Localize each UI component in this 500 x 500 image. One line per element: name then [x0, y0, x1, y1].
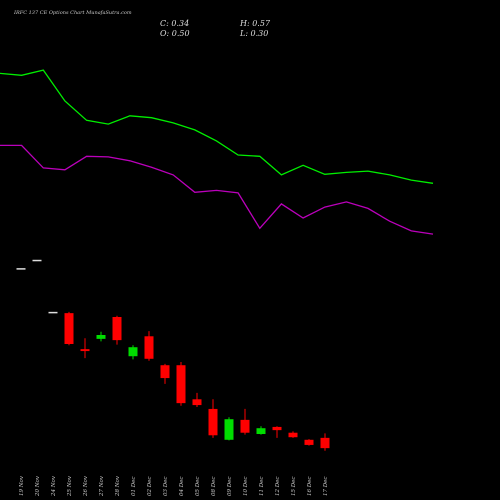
x-tick-label: 03 Dec	[163, 477, 169, 497]
candle-body	[176, 365, 186, 404]
x-tick-label: 27 Nov	[99, 475, 105, 497]
x-tick-label: 04 Dec	[179, 477, 185, 497]
x-tick-label: 10 Dec	[243, 477, 249, 497]
x-tick-label: 01 Dec	[131, 477, 137, 497]
x-tick-label: 16 Dec	[307, 477, 313, 497]
candle-body	[160, 365, 170, 379]
candle-body	[208, 408, 218, 436]
candle-body	[128, 347, 138, 357]
candle-body	[144, 336, 154, 359]
x-tick-label: 28 Nov	[115, 475, 121, 497]
open-info: O: 0.50	[160, 29, 190, 38]
x-tick-label: 09 Dec	[227, 477, 233, 497]
candle-body	[272, 426, 282, 431]
moving-average-line	[0, 144, 434, 235]
x-tick-label: 15 Dec	[291, 477, 297, 497]
x-tick-label: 02 Dec	[147, 477, 153, 497]
candle-body	[112, 317, 122, 341]
candle-body	[48, 311, 58, 314]
x-tick-label: 12 Dec	[275, 477, 281, 497]
candle-body	[240, 419, 250, 433]
candle-body	[288, 432, 298, 438]
x-tick-label: 08 Dec	[211, 477, 217, 497]
x-tick-label: 05 Dec	[195, 477, 201, 497]
x-tick-label: 11 Dec	[259, 477, 265, 497]
x-tick-label: 20 Nov	[35, 475, 41, 497]
candle-body	[16, 268, 26, 270]
candle-body	[224, 419, 234, 440]
low-info: L: 0.30	[239, 29, 268, 38]
close-info: C: 0.34	[160, 19, 189, 28]
x-tick-label: 25 Nov	[67, 475, 73, 497]
candle-body	[192, 399, 202, 406]
candle-body	[32, 259, 42, 262]
candle-body	[64, 313, 74, 344]
x-tick-label: 19 Nov	[19, 475, 25, 496]
x-tick-label: 26 Nov	[83, 475, 89, 497]
candle-body	[256, 428, 266, 434]
chart-title: IRFC 137 CE Options Chart MunafaSutra.co…	[13, 10, 132, 16]
candle-body	[320, 437, 330, 449]
high-info: H: 0.57	[239, 19, 271, 28]
candle-body	[304, 439, 314, 445]
moving-average-line	[0, 69, 434, 184]
candle-body	[96, 335, 106, 339]
x-tick-label: 17 Dec	[323, 477, 329, 497]
candle-body	[80, 349, 90, 352]
x-tick-label: 24 Nov	[51, 475, 57, 497]
